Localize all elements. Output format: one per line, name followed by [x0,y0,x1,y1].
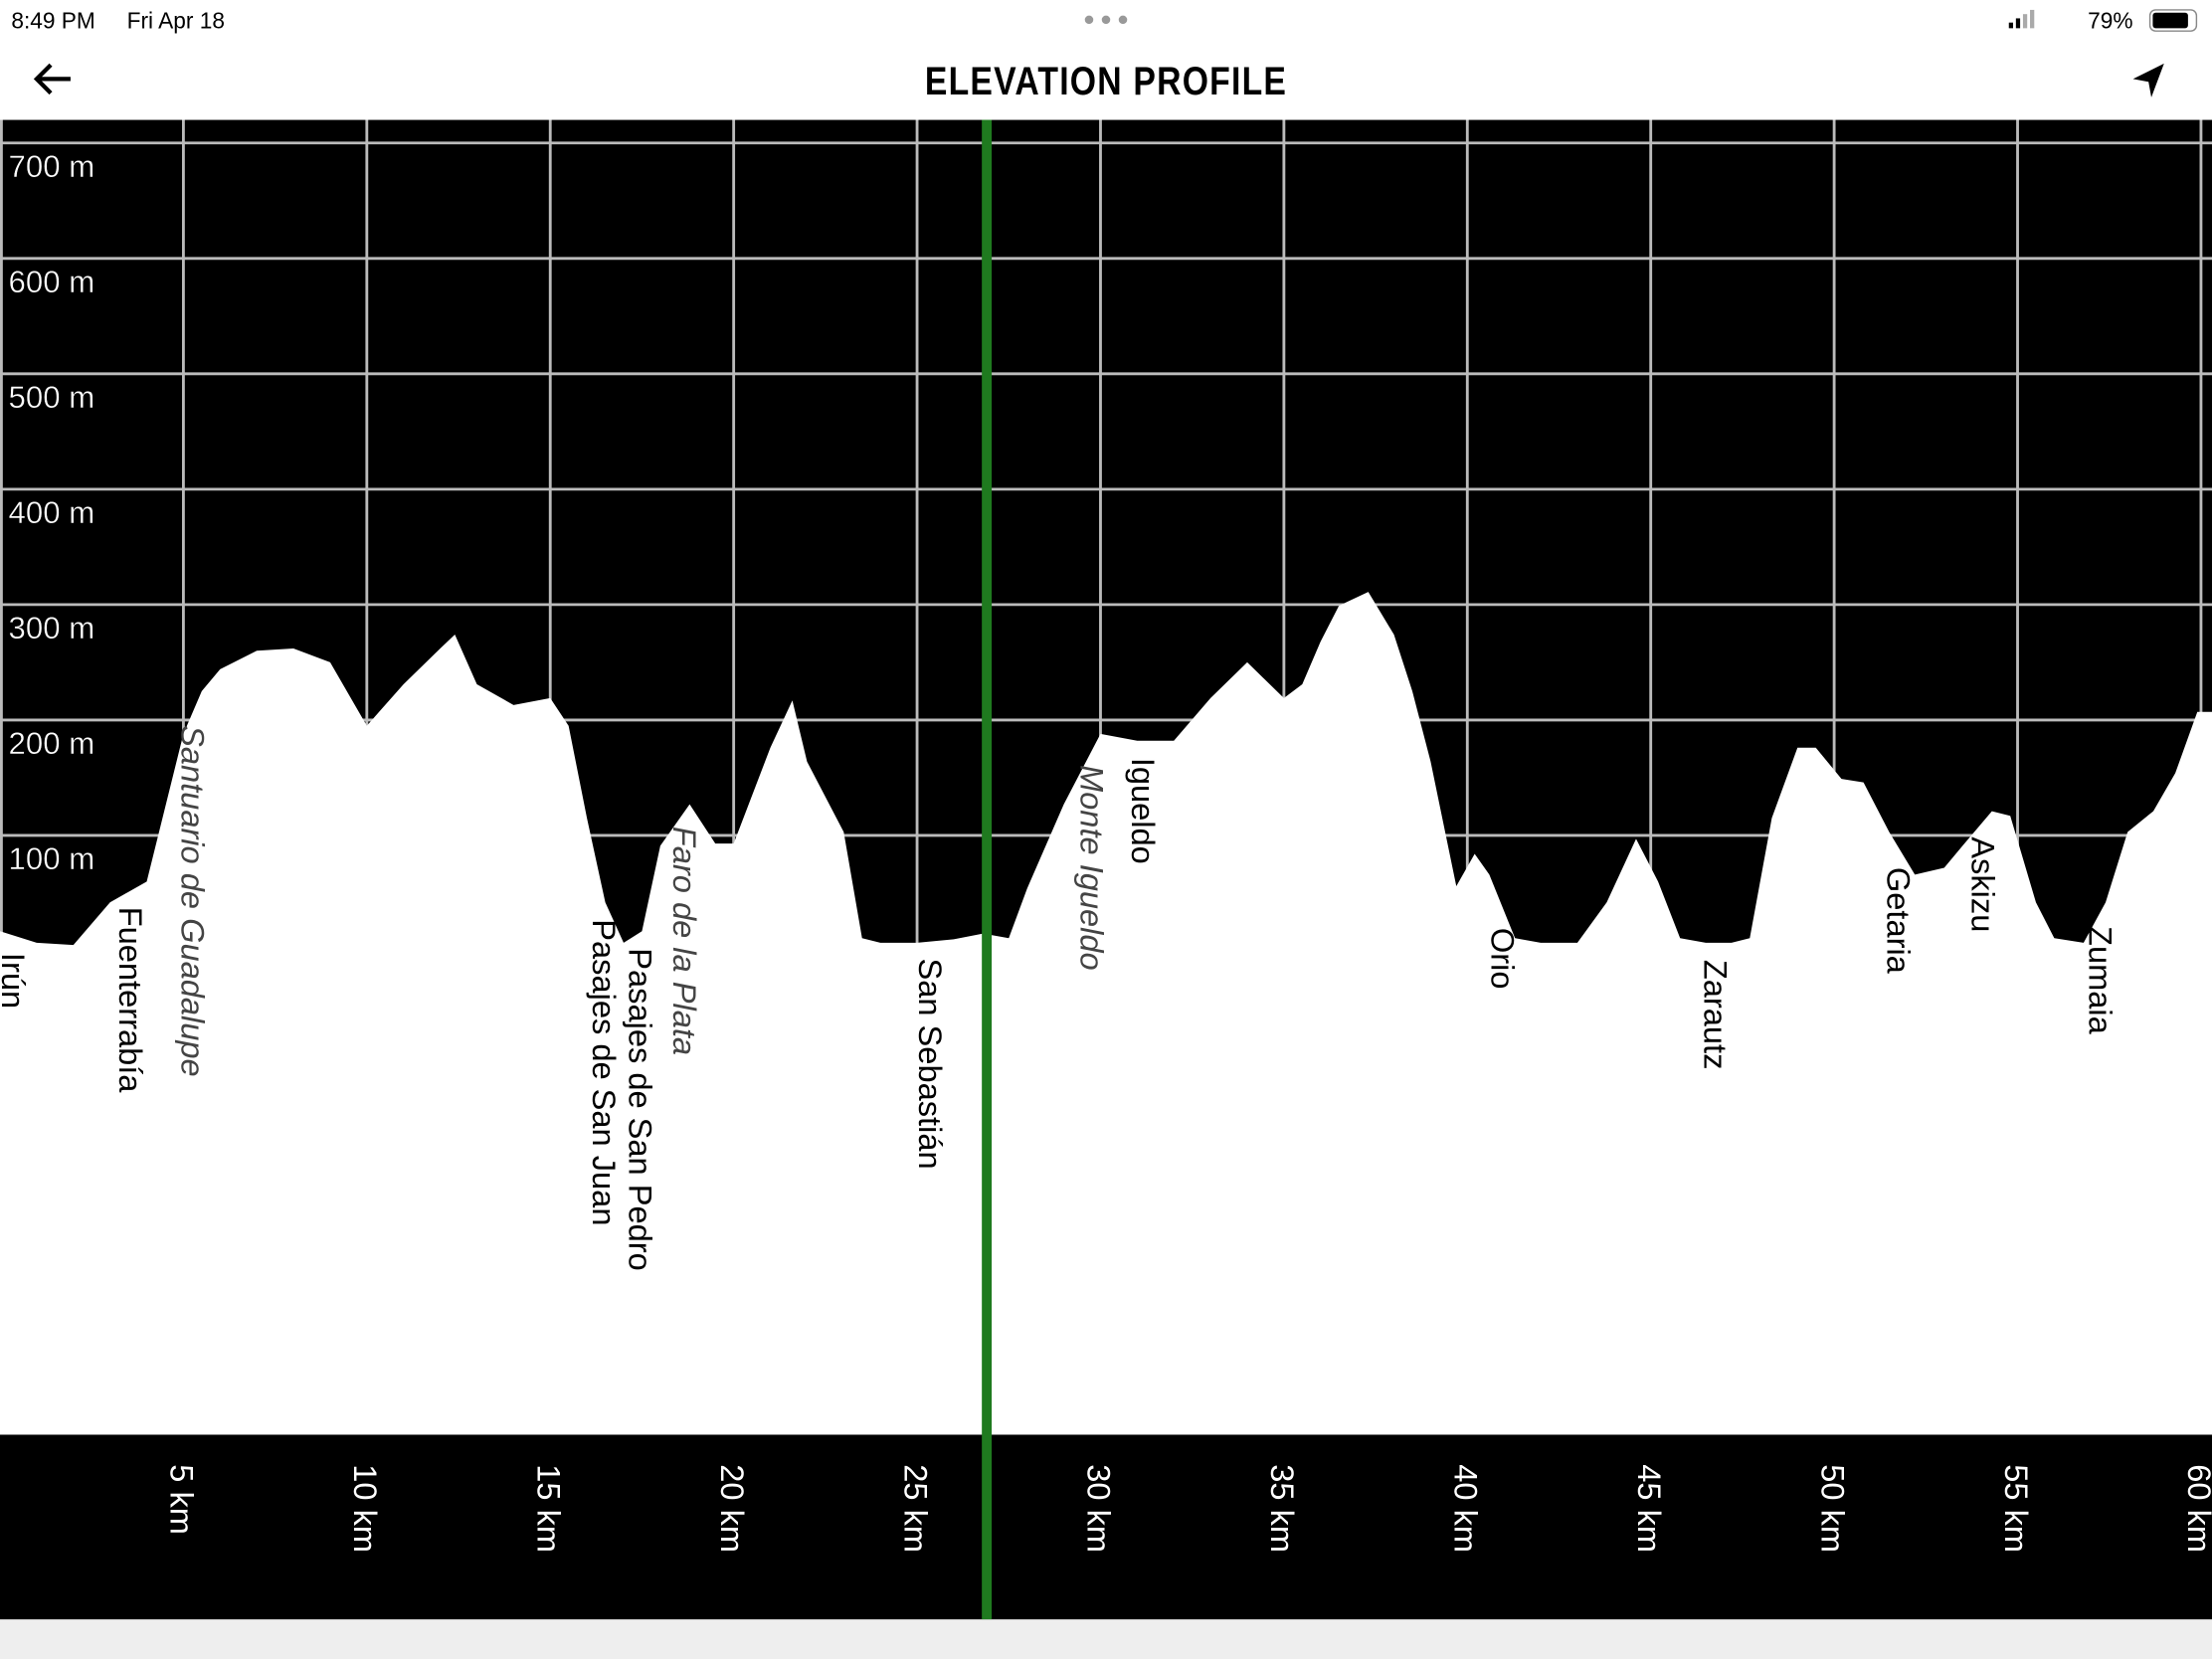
lower-panel [0,950,2212,1435]
battery-icon [2148,9,2198,32]
place-label: Zumaia [2083,926,2120,1035]
place-label: Igueldo [1125,758,1162,864]
x-tick-label: 50 km [1814,1464,1851,1553]
x-tick-label: 60 km [2181,1464,2212,1553]
back-button[interactable] [33,63,71,95]
elevation-area [0,592,2212,951]
status-time: 8:49 PM [11,7,94,33]
y-tick-label: 200 m [9,726,95,761]
x-tick-label: 20 km [714,1464,751,1553]
place-label: Irún [0,953,32,1009]
x-tick-label: 25 km [897,1464,934,1553]
x-tick-label: 40 km [1448,1464,1485,1553]
place-label: Zarautz [1697,960,1734,1070]
more-dots [1084,15,1128,25]
status-date: Fri Apr 18 [127,7,225,33]
place-label: Pasajes de San Juan [586,919,623,1225]
y-tick-label: 100 m [9,841,95,876]
status-battery: 79% [2088,7,2132,33]
place-label: San Sebastián [912,958,949,1169]
x-tick-label: 55 km [1998,1464,2035,1553]
bottom-strip [0,1619,2212,1659]
signal-icon [2008,9,2035,29]
x-axis-band [0,1434,2212,1620]
locate-button[interactable] [2132,63,2164,97]
place-label: Orio [1484,928,1521,990]
page-title: ELEVATION PROFILE [925,59,1287,102]
chart: 100 m 200 m 300 m 400 m 500 m 600 m 700 m Irún F… [0,119,2212,1620]
x-tick-label: 10 km [347,1464,384,1553]
place-label: Fuenterrabía [112,907,149,1094]
place-label: Pasajes de San Pedro [623,948,659,1271]
x-tick-label: 5 km [164,1464,201,1535]
place-label: Askizu [1965,836,2002,932]
x-tick-label: 30 km [1081,1464,1118,1553]
x-tick-label: 15 km [530,1464,567,1553]
place-label: Getaria [1881,867,1918,975]
y-tick-label: 300 m [9,611,95,645]
y-tick-label: 700 m [9,149,95,184]
landmark-label: Monte Igueldo [1073,765,1110,971]
landmark-label: Santuario de Guadalupe [175,725,212,1077]
landmark-label: Faro de la Plata [666,827,703,1055]
x-tick-label: 35 km [1264,1464,1301,1553]
y-tick-label: 500 m [9,380,95,415]
y-tick-label: 600 m [9,265,95,299]
y-tick-label: 400 m [9,495,95,530]
x-tick-label: 45 km [1631,1464,1668,1553]
